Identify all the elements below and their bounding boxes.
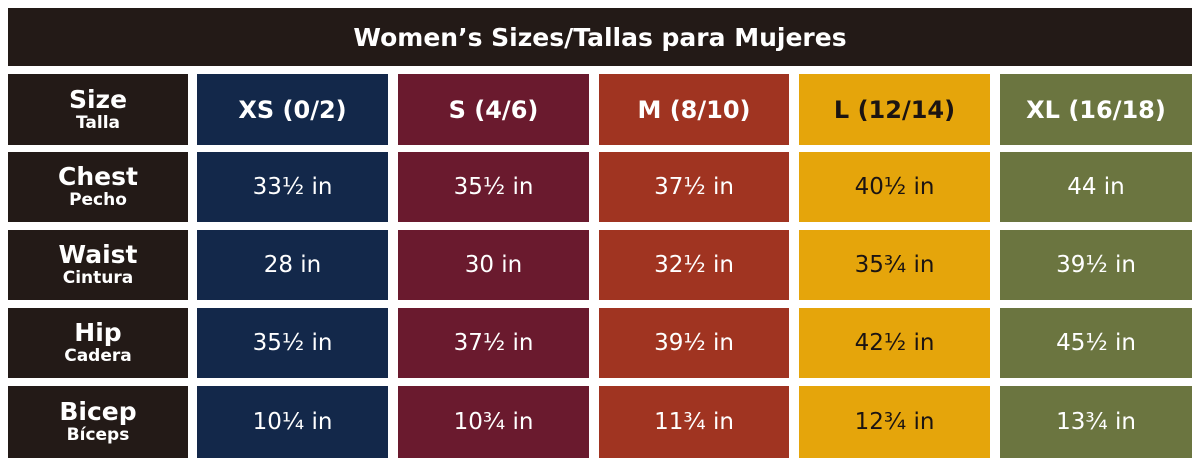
column-header: XL (16/18) bbox=[1000, 74, 1192, 145]
chart-title: Women’s Sizes/Tallas para Mujeres bbox=[8, 8, 1192, 66]
table-cell: 12¾ in bbox=[799, 386, 990, 458]
table-cell: 37½ in bbox=[599, 152, 789, 222]
label: Size bbox=[68, 84, 128, 114]
label: Chest bbox=[58, 162, 138, 191]
row-header: Hip Cadera bbox=[8, 308, 188, 378]
column-header: S (4/6) bbox=[398, 74, 589, 145]
table-cell: 30 in bbox=[398, 230, 589, 300]
table-cell: 35½ in bbox=[197, 308, 388, 378]
table-cell: 13¾ in bbox=[1000, 386, 1192, 458]
table-cell: 39½ in bbox=[1000, 230, 1192, 300]
label: Hip bbox=[74, 318, 122, 347]
sub-label: Pecho bbox=[69, 190, 127, 210]
table-cell: 33½ in bbox=[197, 152, 388, 222]
table-cell: 39½ in bbox=[599, 308, 789, 378]
label: Bicep bbox=[59, 397, 137, 426]
sub-label: Bíceps bbox=[66, 425, 130, 445]
table-cell: 42½ in bbox=[799, 308, 990, 378]
row-header: Size Talla bbox=[8, 74, 188, 145]
table-cell: 32½ in bbox=[599, 230, 789, 300]
table-cell: 35¾ in bbox=[799, 230, 990, 300]
sub-label: Talla bbox=[75, 112, 120, 133]
row-header: Chest Pecho bbox=[8, 152, 188, 222]
column-header: L (12/14) bbox=[799, 74, 990, 145]
sub-label: Cadera bbox=[64, 346, 132, 366]
table-cell: 44 in bbox=[1000, 152, 1192, 222]
column-header: M (8/10) bbox=[599, 74, 789, 145]
table-cell: 28 in bbox=[197, 230, 388, 300]
sub-label: Cintura bbox=[62, 268, 134, 288]
table-cell: 10¼ in bbox=[197, 386, 388, 458]
row-header: Waist Cintura bbox=[8, 230, 188, 300]
label: Waist bbox=[58, 240, 138, 269]
row-header: Bicep Bíceps bbox=[8, 386, 188, 458]
table-cell: 45½ in bbox=[1000, 308, 1192, 378]
table-cell: 40½ in bbox=[799, 152, 990, 222]
table-cell: 35½ in bbox=[398, 152, 589, 222]
table-cell: 11¾ in bbox=[599, 386, 789, 458]
table-cell: 10¾ in bbox=[398, 386, 589, 458]
table-cell: 37½ in bbox=[398, 308, 589, 378]
column-header: XS (0/2) bbox=[197, 74, 388, 145]
